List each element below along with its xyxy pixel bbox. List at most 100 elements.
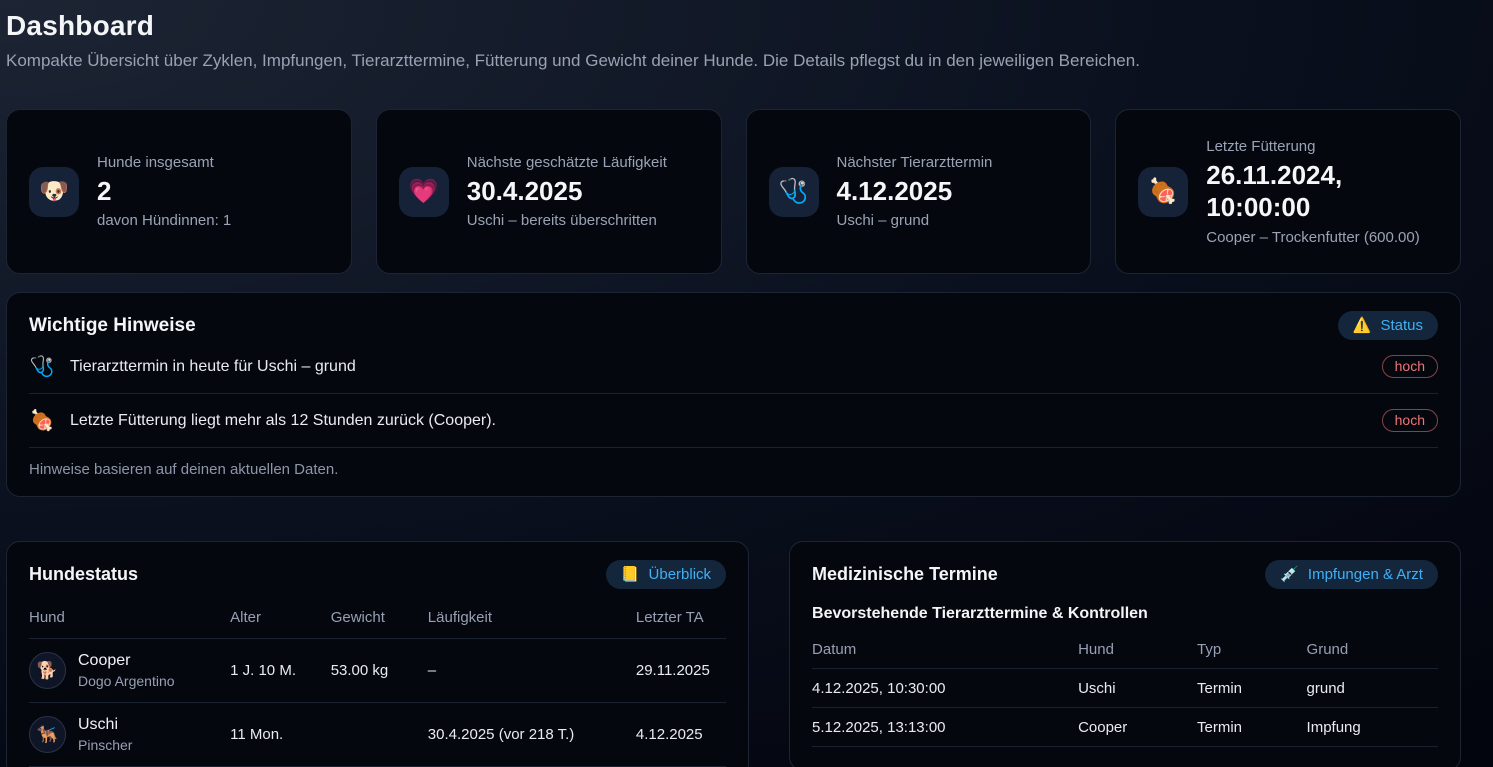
dog-cell: 🐕‍🦺 Uschi Pinscher [29,716,230,753]
column-header-grund: Grund [1306,641,1349,658]
column-header-datum: Datum [812,641,857,658]
column-header-gewicht: Gewicht [330,609,385,626]
stat-label: Nächster Tierarzttermin [836,153,993,171]
stat-card-last-feeding: 🍖 Letzte Fütterung 26.11.2024, 10:00:00 … [1115,109,1461,274]
column-header-alter: Alter [230,609,261,626]
dog-name-breed: Uschi Pinscher [78,716,132,753]
stat-label: Hunde insgesamt [97,153,214,171]
warning-icon: ⚠️ [1352,317,1372,334]
appointment-reason: grund [1306,679,1345,697]
status-badge-button[interactable]: ⚠️ Status [1337,311,1438,340]
stat-card-body: Nächster Tierarzttermin 4.12.2025 Uschi … [837,154,993,230]
heart-icon: 💗 [398,166,449,217]
column-header-letzter-ta: Letzter TA [635,609,704,626]
dog-status-title: Hundestatus [29,564,139,584]
column-header-typ: Typ [1196,641,1222,658]
table-row-appointment-1: 4.12.2025, 10:30:00 Uschi Termin grund [812,669,1438,708]
stat-card-next-vet: 🩺 Nächster Tierarzttermin 4.12.2025 Usch… [745,109,1092,274]
stat-value: 30.4.2025 [466,175,583,206]
appointment-dog: Uschi [1078,679,1116,697]
dog-last-vet: 4.12.2025 [635,726,703,743]
dog-breed: Pinscher [78,737,133,753]
severity-badge: hoch [1381,355,1438,378]
stat-sub: davon Hündinnen: 1 [97,212,232,230]
vaccines-vet-button[interactable]: 💉 Impfungen & Arzt [1265,560,1438,589]
dog-breed: Dogo Argentino [78,673,175,689]
dog-name: Cooper [78,652,131,669]
stat-label: Nächste geschätzte Läufigkeit [466,153,667,171]
medical-panel: Medizinische Termine 💉 Impfungen & Arzt … [789,541,1461,767]
stat-card-next-heat: 💗 Nächste geschätzte Läufigkeit 30.4.202… [375,109,722,274]
stat-card-body: Nächste geschätzte Läufigkeit 30.4.2025 … [467,154,667,230]
stat-cards-row: 🐶 Hunde insgesamt 2 davon Hündinnen: 1 💗… [6,109,1461,274]
meat-bone-icon: 🍖 [1138,166,1189,217]
alerts-footer-note: Hinweise basieren auf deinen aktuellen D… [29,461,339,478]
appointment-reason: Impfung [1306,718,1361,736]
page-header: Dashboard Kompakte Übersicht über Zyklen… [6,10,1461,71]
table-row-cooper: 🐕 Cooper Dogo Argentino 1 J. 10 M. 53.00… [29,639,727,703]
dog-heat: 30.4.2025 (vor 218 T.) [427,726,575,743]
overview-button[interactable]: 📒 Überblick [605,560,727,589]
dog-weight: 53.00 kg [330,662,389,679]
severity-badge: hoch [1381,409,1438,432]
bottom-panels-row: Hundestatus 📒 Überblick Hund Alter Gewic… [6,541,1461,767]
page-title: Dashboard [6,10,155,41]
page-subtitle: Kompakte Übersicht über Zyklen, Impfunge… [6,51,1140,70]
alert-text: Letzte Fütterung liegt mehr als 12 Stund… [70,411,496,429]
stat-card-total-dogs: 🐶 Hunde insgesamt 2 davon Hündinnen: 1 [6,109,352,274]
meat-bone-icon: 🍖 [29,410,55,432]
appointment-dog: Cooper [1078,718,1128,736]
alert-text: Tierarzttermin in heute für Uschi – grun… [70,357,356,375]
vaccines-vet-button-label: Impfungen & Arzt [1307,566,1423,583]
appointment-type: Termin [1196,718,1242,736]
stat-label: Letzte Fütterung [1206,137,1316,155]
dog-name: Uschi [78,716,119,733]
dog-age: 1 J. 10 M. [230,662,296,679]
dog-face-icon: 🐶 [29,166,79,217]
stat-value: 26.11.2024, 10:00:00 [1206,159,1343,223]
dog-status-table: Hund Alter Gewicht Läufigkeit Letzter TA… [29,595,727,767]
syringe-icon: 💉 [1280,566,1299,583]
medical-table-header-row: Datum Hund Typ Grund [812,629,1438,669]
column-header-laeufigkeit: Läufigkeit [427,609,493,626]
alert-row-feeding-overdue: 🍖 Letzte Fütterung liegt mehr als 12 Stu… [29,394,1438,448]
stat-value: 2 [97,175,112,206]
medical-subheading: Bevorstehende Tierarzttermine & Kontroll… [812,605,1148,622]
alerts-panel-title: Wichtige Hinweise [29,314,196,336]
dog-cell: 🐕 Cooper Dogo Argentino [29,652,230,689]
alerts-panel: Wichtige Hinweise ⚠️ Status 🩺 Tierarztte… [6,292,1461,497]
appointment-type: Termin [1196,679,1242,697]
stat-card-body: Letzte Fütterung 26.11.2024, 10:00:00 Co… [1206,138,1438,246]
stat-value: 4.12.2025 [836,175,953,206]
table-row-uschi: 🐕‍🦺 Uschi Pinscher 11 Mon. 30.4.2025 (vo… [29,703,727,767]
dog-avatar-icon: 🐕‍🦺 [29,716,66,753]
overview-button-label: Überblick [648,566,712,583]
stat-card-body: Hunde insgesamt 2 davon Hündinnen: 1 [97,154,231,230]
table-row-appointment-2: 5.12.2025, 13:13:00 Cooper Termin Impfun… [812,708,1438,747]
stat-sub: Uschi – grund [836,212,930,230]
stat-sub: Cooper – Trockenfutter (600.00) [1206,228,1420,246]
dog-status-panel: Hundestatus 📒 Überblick Hund Alter Gewic… [6,541,750,767]
stethoscope-icon: 🩺 [768,166,819,217]
dog-age: 11 Mon. [230,726,284,743]
medical-panel-title: Medizinische Termine [812,564,998,584]
dog-last-vet: 29.11.2025 [635,662,710,679]
stat-sub: Uschi – bereits überschritten [466,212,657,230]
medical-panel-header: Medizinische Termine 💉 Impfungen & Arzt [812,560,1438,589]
status-badge-label: Status [1380,317,1423,334]
column-header-hund: Hund [1078,641,1114,658]
alerts-panel-header: Wichtige Hinweise ⚠️ Status [29,311,1438,340]
dog-name-breed: Cooper Dogo Argentino [78,652,175,689]
dog-status-header: Hundestatus 📒 Überblick [29,560,727,589]
stethoscope-icon: 🩺 [29,356,55,378]
appointment-date: 5.12.2025, 13:13:00 [812,718,946,736]
dog-heat: – [427,662,437,679]
column-header-hund: Hund [29,609,65,626]
medical-table: Datum Hund Typ Grund 4.12.2025, 10:30:00… [812,629,1438,747]
dog-avatar-icon: 🐕 [29,652,66,689]
alert-row-vet-appointment: 🩺 Tierarzttermin in heute für Uschi – gr… [29,340,1438,394]
ledger-icon: 📒 [620,566,640,583]
appointment-date: 4.12.2025, 10:30:00 [812,679,946,697]
dog-table-header-row: Hund Alter Gewicht Läufigkeit Letzter TA [29,595,727,639]
